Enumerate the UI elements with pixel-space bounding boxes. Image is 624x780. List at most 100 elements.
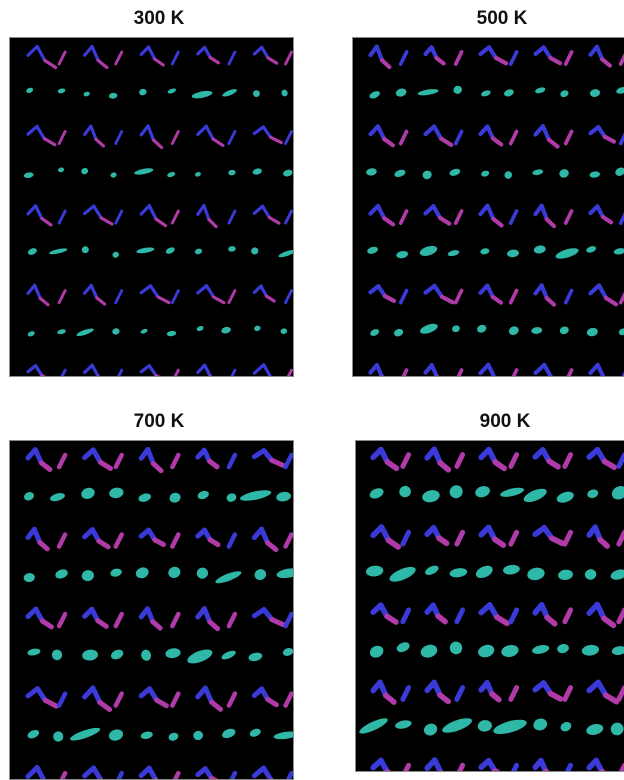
cyan-density-blob [610, 569, 624, 580]
chain-segment [508, 452, 520, 469]
chain-segment [95, 296, 107, 306]
chain-segment [117, 368, 124, 376]
cyan-density-blob [194, 248, 203, 255]
chain-segment [439, 294, 455, 305]
chain-segment [494, 614, 510, 627]
chain-segment [283, 611, 293, 629]
cyan-density-blob [531, 327, 543, 334]
chain-segment [508, 607, 520, 625]
cyan-density-blob [112, 328, 120, 335]
chain-segment [56, 611, 68, 629]
cyan-density-blob [560, 721, 572, 732]
chain-segment [207, 217, 218, 229]
cyan-density-blob [141, 649, 152, 661]
cyan-density-blob [239, 490, 272, 501]
cyan-density-blob [195, 171, 201, 177]
chain-segment [400, 452, 412, 469]
chain-segment [385, 537, 401, 550]
cyan-density-blob [280, 328, 288, 335]
panel-title: 700 K [133, 411, 185, 432]
chain-segment [616, 607, 624, 625]
chain-segment [539, 203, 549, 222]
cyan-density-blob [419, 245, 438, 256]
cyan-density-blob [396, 642, 410, 653]
chain-segment [170, 691, 181, 708]
chain-segment [170, 209, 180, 225]
cyan-density-blob [82, 649, 98, 661]
panel-300k: 300 K [9, 7, 309, 377]
cyan-density-blob [367, 246, 378, 254]
cyan-density-blob [197, 490, 209, 500]
panel-500k: 500 K [352, 7, 624, 377]
chain-segment [266, 56, 279, 65]
chain-segment [230, 368, 237, 376]
chain-segment [374, 363, 384, 376]
chain-segment [400, 685, 412, 702]
chain-segment [601, 214, 614, 225]
cyan-density-blob [55, 569, 68, 579]
chain-segment [204, 124, 215, 141]
chain-segment [40, 217, 53, 227]
cyan-density-blob [420, 323, 438, 334]
cyan-density-blob [586, 724, 604, 735]
chain-segment [90, 363, 100, 376]
cyan-density-blob [58, 167, 65, 173]
chain-segment [209, 775, 219, 779]
chain-segment [173, 368, 180, 376]
cyan-density-blob [500, 487, 525, 497]
chain-segment [600, 57, 612, 68]
chain-segment [252, 125, 265, 136]
cyan-density-blob [610, 722, 624, 736]
chain-segment [398, 209, 409, 225]
cyan-density-blob [278, 250, 293, 258]
cyan-density-blob [135, 567, 149, 579]
chain-segment [434, 55, 446, 66]
cyan-density-blob [556, 491, 574, 503]
cyan-density-blob [422, 170, 432, 180]
cyan-density-blob [253, 90, 260, 97]
chain-segment [170, 611, 181, 629]
chain-segment [57, 130, 67, 145]
chain-segment [38, 460, 53, 472]
cyan-density-blob [449, 168, 461, 176]
chain-segment [113, 611, 124, 629]
cyan-density-blob [423, 723, 438, 736]
chain-segment [384, 459, 400, 472]
chain-segment [227, 50, 237, 66]
density-map-graphic [366, 44, 624, 376]
cyan-density-blob [481, 170, 490, 177]
chain-segment [437, 692, 452, 705]
cyan-density-blob [365, 565, 384, 577]
chain-segment [170, 532, 181, 549]
cyan-density-blob [480, 248, 490, 255]
chain-segment [400, 607, 412, 625]
chain-segment [227, 289, 237, 305]
chain-segment [208, 56, 220, 65]
chain-segment [170, 452, 181, 470]
chain-segment [439, 136, 454, 148]
cyan-density-blob [584, 569, 597, 580]
cyan-density-blob [417, 89, 439, 96]
cyan-density-blob [533, 245, 546, 254]
chain-segment [96, 58, 109, 70]
chain-segment [207, 458, 220, 470]
cyan-density-blob [57, 329, 66, 335]
cyan-density-blob [449, 568, 468, 578]
cyan-density-blob [228, 246, 236, 252]
chain-segment [82, 363, 94, 375]
chain-segment [616, 685, 624, 702]
chain-segment [491, 136, 504, 147]
panel-700k: 700 K [9, 410, 309, 780]
chain-segment [56, 452, 68, 470]
chain-segment [283, 691, 293, 708]
cyan-density-blob [618, 328, 624, 336]
chain-segment [114, 289, 124, 305]
chain-segment [212, 295, 226, 305]
chain-segment [145, 446, 156, 467]
cyan-density-blob [165, 648, 181, 659]
chain-segment [96, 538, 111, 550]
cyan-density-blob [191, 90, 213, 99]
chain-segment [40, 373, 47, 376]
cyan-density-blob [112, 251, 119, 258]
chain-segment [170, 50, 180, 66]
